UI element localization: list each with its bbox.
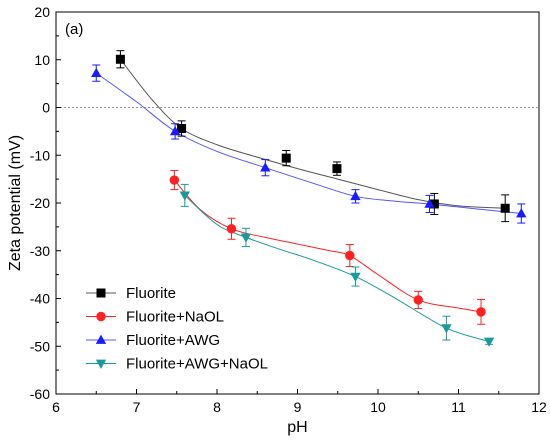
fluorite-awg-naol-fit-line [184, 194, 490, 342]
y-tick-label: 0 [42, 100, 50, 116]
fluorite-awg-point [169, 125, 181, 136]
legend-label: Fluorite [126, 285, 176, 302]
legend-item-fluorite-awg-naol: Fluorite+AWG+NaOL [86, 356, 268, 373]
x-tick-label: 9 [294, 399, 302, 415]
fluorite-awg-point [350, 190, 361, 201]
y-tick-label: -50 [30, 338, 50, 354]
x-tick-label: 8 [213, 399, 221, 415]
x-tick-label: 7 [133, 399, 141, 415]
y-tick-label: 20 [34, 4, 50, 20]
legend-label: Fluorite+AWG+NaOL [126, 356, 268, 373]
y-tick-label: -10 [30, 147, 50, 163]
fluorite-awg-point [516, 208, 527, 218]
fluorite-naol-point [413, 295, 423, 305]
fluorite-awg-naol-point [350, 272, 361, 282]
fluorite-point [177, 124, 187, 134]
fluorite-awg-naol-point [240, 233, 252, 243]
fluorite-point [281, 153, 291, 163]
legend-item-fluorite-naol: Fluorite+NaOL [86, 309, 224, 326]
axes: 6 7 8 9 10 11 12 -60 -50 -40 -30 -20 -10 0 10 20 [30, 4, 547, 415]
x-tick-label: 10 [370, 399, 386, 415]
data-markers [91, 54, 527, 347]
y-tick-label: -60 [30, 386, 50, 402]
fluorite-awg-naol-point [483, 337, 495, 347]
fluorite-awg-point [260, 162, 271, 172]
fluorite-naol-point [226, 224, 237, 234]
legend-marker [96, 311, 106, 322]
legend-label: Fluorite+NaOL [126, 309, 224, 326]
legend-marker [96, 288, 106, 298]
y-tick-label: -20 [30, 195, 50, 211]
x-axis-title: pH [287, 419, 307, 436]
y-tick-label: -30 [30, 243, 50, 259]
x-tick-label: 6 [52, 399, 60, 415]
fluorite-point [332, 164, 342, 174]
fluorite-naol-fit-line [173, 179, 482, 313]
legend-item-fluorite-awg: Fluorite+AWG [86, 332, 220, 349]
legend-item-fluorite: Fluorite [86, 285, 176, 302]
fluorite-awg-fit-line [95, 72, 522, 215]
legend-marker [95, 359, 107, 369]
fit-curves [95, 58, 522, 342]
panel-label: (a) [65, 21, 83, 38]
x-tick-label: 11 [451, 399, 466, 415]
fluorite-awg-naol-point [179, 191, 190, 201]
fluorite-point [429, 199, 439, 209]
fluorite-naol-point [345, 250, 355, 261]
fluorite-naol-point [169, 175, 180, 185]
legend-label: Fluorite+AWG [126, 332, 220, 349]
fluorite-awg-naol-point [441, 324, 452, 334]
fluorite-awg-point [91, 67, 102, 77]
x-tick-label: 12 [531, 399, 547, 415]
y-tick-label: 10 [34, 52, 50, 68]
fluorite-naol-point [476, 307, 486, 317]
fluorite-awg-point [424, 198, 435, 208]
fluorite-point [115, 54, 125, 64]
fluorite-point [500, 203, 510, 213]
legend: Fluorite Fluorite+NaOL Fluorite+AWG Fluorit… [86, 285, 268, 373]
y-tick-label: -40 [30, 291, 50, 307]
y-axis-title: Zeta potential (mV) [7, 135, 24, 271]
legend-marker [95, 334, 107, 344]
